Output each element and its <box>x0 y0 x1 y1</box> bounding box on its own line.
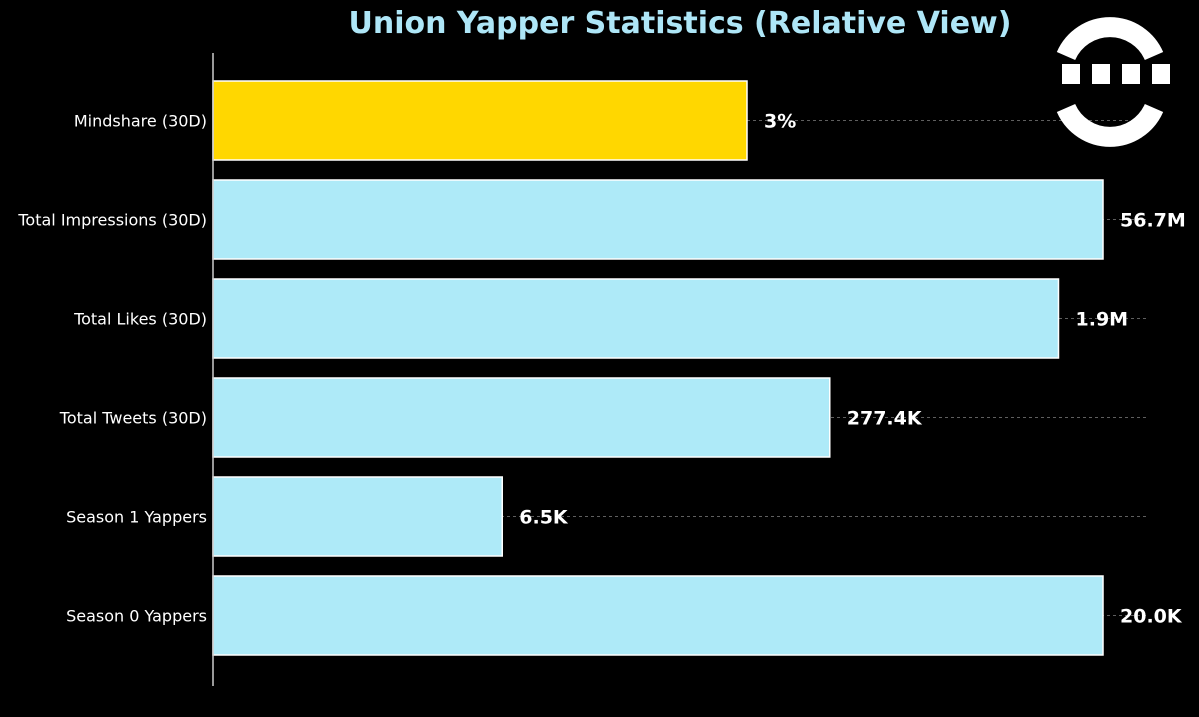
bar <box>212 179 1104 260</box>
value-label: 56.7M <box>1120 210 1186 232</box>
category-label: Total Tweets (30D) <box>59 409 207 428</box>
category-label: Total Likes (30D) <box>73 310 207 329</box>
value-label: 277.4K <box>847 408 923 430</box>
union-logo <box>1056 17 1170 147</box>
chart-title: Union Yapper Statistics (Relative View) <box>349 6 1012 41</box>
bar <box>212 377 831 458</box>
bar <box>212 80 748 161</box>
category-label: Season 1 Yappers <box>66 508 207 527</box>
bar <box>212 278 1060 359</box>
value-label: 20.0K <box>1120 606 1183 628</box>
value-label: 1.9M <box>1076 309 1129 331</box>
category-label: Season 0 Yappers <box>66 607 207 626</box>
value-label: 6.5K <box>519 507 569 529</box>
category-label: Mindshare (30D) <box>74 112 207 131</box>
plot-area: Mindshare (30D) 3% Total Impressions (30D)… <box>17 80 1186 656</box>
value-label: 3% <box>764 111 796 133</box>
bar <box>212 476 503 557</box>
bar <box>212 575 1104 656</box>
category-label: Total Impressions (30D) <box>17 211 207 230</box>
